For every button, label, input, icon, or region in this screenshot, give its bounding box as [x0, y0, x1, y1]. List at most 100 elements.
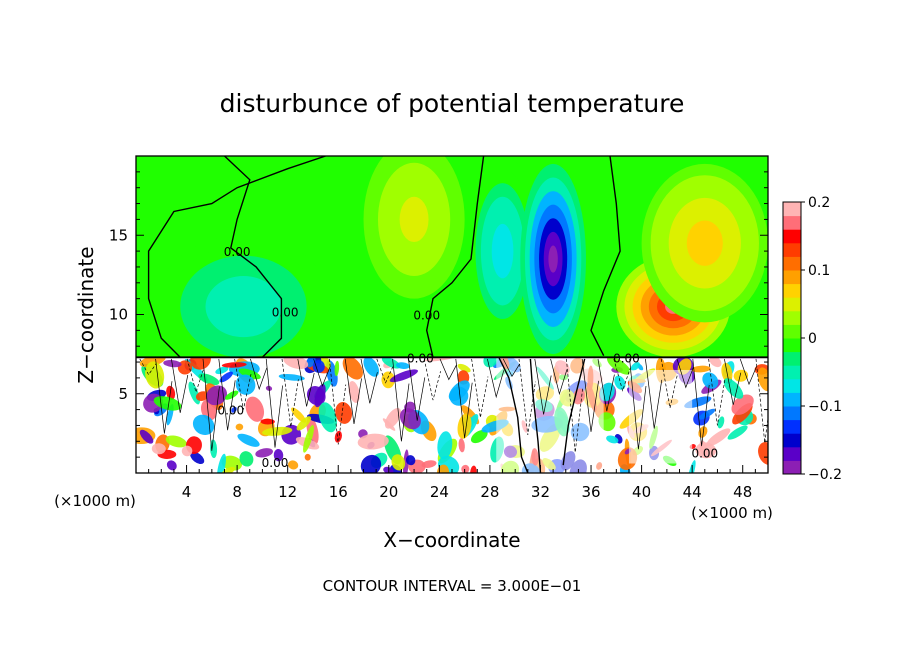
contour-thin — [392, 358, 410, 442]
colorbar-label: 0 — [808, 331, 817, 347]
contour-thin — [692, 358, 710, 447]
contour-thin — [234, 358, 252, 410]
lower-patch — [217, 453, 226, 473]
x-tick-label: 36 — [581, 483, 600, 501]
contour-thin — [202, 358, 220, 451]
y-tick-label: 15 — [109, 226, 128, 244]
contour-thin — [471, 358, 489, 418]
colorbar-segment — [783, 433, 801, 448]
lower-patch — [235, 374, 256, 395]
lower-patch — [395, 362, 410, 370]
colorbar-label: 0.1 — [808, 263, 830, 279]
lower-patch — [231, 406, 237, 413]
lower-patch — [698, 408, 716, 420]
contour-thin — [613, 358, 631, 392]
field-band-0-6 — [230, 296, 257, 317]
x-tick-label: 44 — [683, 483, 702, 501]
lower-patch — [221, 466, 236, 473]
field-layers — [154, 156, 768, 378]
lower-patch — [461, 464, 470, 473]
contour-label-4: 0.00 — [613, 351, 640, 365]
plot-area: 0.00 0.00 0.00 0.00 0.00 0.00 0.00 0.00 — [135, 155, 769, 474]
lower-patch — [691, 365, 711, 373]
lower-patch — [606, 435, 619, 444]
lower-patch — [151, 443, 166, 455]
y-axis-label: Z−coordinate — [74, 246, 98, 383]
colorbar-segment — [783, 324, 801, 339]
contour-label-0: 0.00 — [224, 245, 251, 259]
lower-calm-region — [496, 358, 604, 473]
colorbar-segment — [783, 392, 801, 407]
lower-patch — [731, 394, 754, 415]
lower-patch — [437, 431, 453, 460]
x-tick-label: 20 — [379, 483, 398, 501]
lower-calm-region-2 — [628, 369, 693, 464]
field-band-2-6 — [497, 237, 508, 265]
lower-patch — [421, 460, 437, 468]
colorbar-segment — [783, 215, 801, 230]
contour-thin — [597, 358, 615, 412]
lower-patch — [224, 390, 239, 400]
lower-patch — [757, 367, 768, 392]
colorbar: 0.2 0.1 0 −0.1 −0.2 — [782, 195, 842, 483]
y-axis: 5 10 15 — [109, 171, 768, 458]
lower-patch — [334, 430, 342, 443]
x-tick-label: 12 — [278, 483, 297, 501]
lower-patch — [237, 433, 260, 447]
contour-thin — [581, 358, 599, 432]
lower-patch — [404, 401, 416, 413]
contour-thin — [281, 358, 299, 428]
lower-patch — [318, 402, 337, 433]
contour-thin — [250, 358, 268, 391]
x-tick-label: 28 — [480, 483, 499, 501]
lower-patch — [470, 429, 488, 444]
contour-label-1: 0.00 — [272, 305, 299, 319]
colorbar-segment — [783, 297, 801, 312]
contour-thin — [297, 358, 315, 407]
lower-patch — [239, 451, 254, 467]
y-tick-label: 10 — [109, 306, 128, 324]
chart-title: disturbunce of potential temperature — [220, 89, 685, 118]
lower-patch — [260, 418, 275, 425]
colorbar-segment — [783, 351, 801, 366]
lower-patch — [717, 416, 725, 429]
lower-patch — [165, 435, 187, 448]
contour-label-6: 0.00 — [262, 456, 289, 470]
lower-patch — [425, 358, 455, 362]
lower-patch — [303, 425, 314, 453]
lower-patch — [335, 402, 353, 424]
lower-patch — [139, 429, 154, 444]
lower-patch — [483, 358, 498, 368]
colorbar-segment — [783, 270, 801, 285]
contour-thin — [313, 358, 331, 387]
contour-thin — [155, 358, 173, 434]
contour-label-2: 0.00 — [413, 309, 440, 323]
contour-thin — [660, 358, 678, 409]
contour-zero-6 — [562, 358, 586, 466]
lower-patch — [630, 362, 640, 371]
lower-patch — [381, 371, 395, 389]
colorbar-segment — [783, 419, 801, 434]
contour-zero-0 — [147, 156, 326, 358]
contour-label-3: 0.00 — [407, 351, 434, 365]
colorbar-segment — [783, 446, 801, 461]
lower-patch — [206, 385, 228, 406]
contour-thin — [186, 358, 204, 394]
lower-patch — [273, 448, 284, 462]
lower-patch — [181, 445, 193, 457]
colorbar-label: −0.2 — [808, 467, 842, 483]
x-unit-right: (×1000 m) — [691, 504, 773, 522]
contour-thin — [218, 358, 236, 431]
lower-patch — [215, 366, 229, 375]
contour-thin — [329, 358, 347, 445]
contour-thin — [344, 358, 362, 424]
contour-thin — [534, 358, 552, 415]
lower-patch — [139, 358, 166, 368]
contour-interval-note: CONTOUR INTERVAL = 3.000E−01 — [323, 577, 582, 595]
x-tick-label: 8 — [232, 483, 242, 501]
field-band-1-6 — [406, 208, 422, 231]
lower-patch — [614, 375, 626, 390]
lower-patch — [245, 396, 265, 422]
contour-thin — [376, 358, 394, 384]
